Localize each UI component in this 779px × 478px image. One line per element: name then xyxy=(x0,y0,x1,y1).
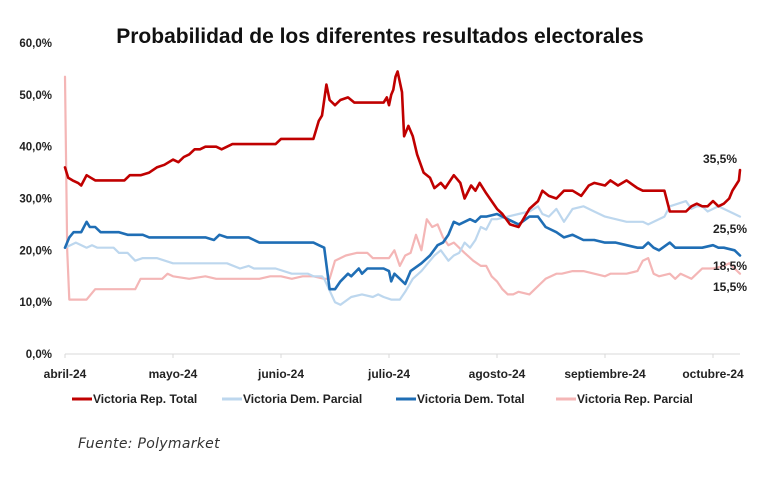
data-label-end: 18,5% xyxy=(713,259,747,273)
y-tick-label: 60,0% xyxy=(19,38,52,50)
x-tick-label: julio-24 xyxy=(367,367,410,381)
legend-label: Victoria Dem. Parcial xyxy=(243,392,362,406)
legend-label: Victoria Dem. Total xyxy=(417,392,525,406)
x-tick-label: abril-24 xyxy=(44,367,87,381)
y-tick-label: 20,0% xyxy=(19,245,52,257)
y-tick-label: 10,0% xyxy=(19,297,52,309)
x-tick-label: septiembre-24 xyxy=(564,367,646,381)
data-label-end: 25,5% xyxy=(713,222,747,236)
series-line-victoria-dem-parcial xyxy=(63,200,742,306)
y-tick-label: 40,0% xyxy=(19,142,52,154)
series-layer xyxy=(63,70,742,306)
x-axis: abril-24 mayo-24 junio-24 julio-24 agosto-24… xyxy=(44,353,744,381)
end-labels: 35,5% 25,5% 18,5% 15,5% xyxy=(703,152,747,294)
x-tick-label: octubre-24 xyxy=(682,367,744,381)
y-axis: 0,0% 10,0% 20,0% 30,0% 40,0% 50,0% 60,0% xyxy=(19,38,52,361)
y-tick-label: 30,0% xyxy=(19,194,52,206)
legend-label: Victoria Rep. Total xyxy=(93,392,197,406)
legend-label: Victoria Rep. Parcial xyxy=(577,392,693,406)
x-tick-label: junio-24 xyxy=(257,367,304,381)
source-note: Fuente: Polymarket xyxy=(78,436,220,452)
data-label-end: 35,5% xyxy=(703,152,737,166)
legend: Victoria Rep. Total Victoria Dem. Parcial… xyxy=(72,392,693,406)
series-line-victoria-dem-total xyxy=(63,212,742,291)
y-tick-label: 0,0% xyxy=(26,349,52,361)
series-line-victoria-rep-parcial xyxy=(63,75,742,301)
chart-title: Probabilidad de los diferentes resultado… xyxy=(116,25,644,48)
y-tick-label: 50,0% xyxy=(19,90,52,102)
series-line-victoria-rep-total xyxy=(63,70,742,229)
x-tick-label: mayo-24 xyxy=(149,367,198,381)
data-label-end: 15,5% xyxy=(713,280,747,294)
x-tick-label: agosto-24 xyxy=(469,367,526,381)
